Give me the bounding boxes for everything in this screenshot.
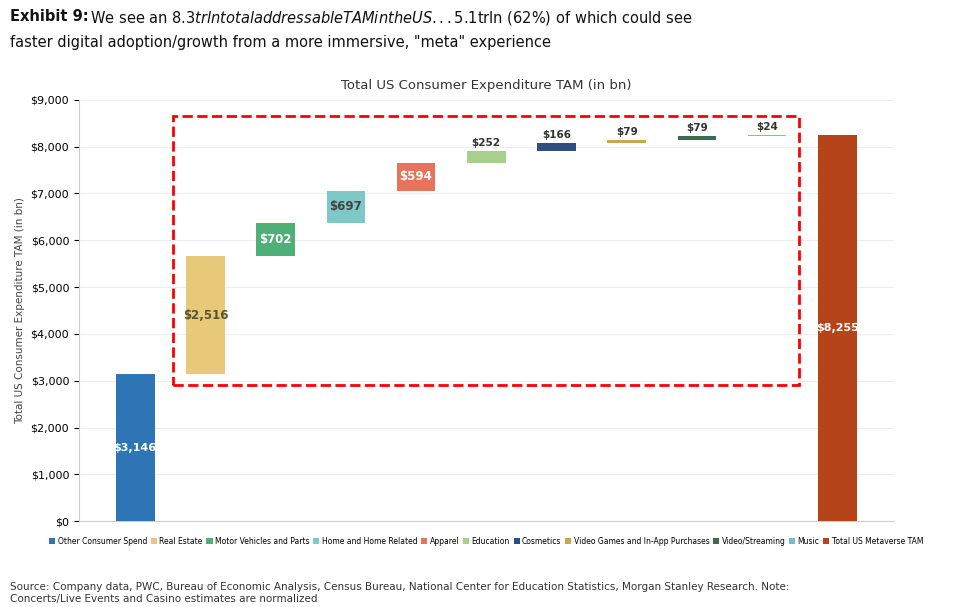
- Text: $3,146: $3,146: [114, 443, 156, 453]
- Text: We see an $8.3trln total addressable TAM in the US...$5.1trln (62%) of which cou: We see an $8.3trln total addressable TAM…: [81, 9, 692, 27]
- Text: $2,516: $2,516: [183, 308, 228, 322]
- Text: Source: Company data, PWC, Bureau of Economic Analysis, Census Bureau, National : Source: Company data, PWC, Bureau of Eco…: [10, 582, 789, 604]
- Bar: [116, 374, 155, 521]
- Bar: [173, 116, 799, 385]
- Text: $8,255: $8,255: [816, 323, 858, 333]
- Text: $697: $697: [330, 200, 363, 214]
- Text: $79: $79: [616, 127, 638, 137]
- Bar: [677, 136, 716, 140]
- Bar: [818, 135, 856, 521]
- Text: $166: $166: [542, 131, 571, 140]
- Text: faster digital adoption/growth from a more immersive, "meta" experience: faster digital adoption/growth from a mo…: [10, 35, 551, 50]
- Y-axis label: Total US Consumer Expenditure TAM (in bn): Total US Consumer Expenditure TAM (in bn…: [15, 197, 25, 424]
- Bar: [608, 140, 646, 143]
- Bar: [747, 135, 786, 136]
- Bar: [538, 143, 575, 151]
- Text: $594: $594: [399, 170, 433, 183]
- Bar: [186, 256, 225, 374]
- Text: Exhibit 9:: Exhibit 9:: [10, 9, 88, 24]
- Text: $24: $24: [756, 122, 778, 132]
- Legend: Other Consumer Spend, Real Estate, Motor Vehicles and Parts, Home and Home Relat: Other Consumer Spend, Real Estate, Motor…: [47, 534, 926, 549]
- Bar: [257, 223, 295, 256]
- Bar: [327, 191, 365, 223]
- Text: $252: $252: [471, 138, 501, 148]
- Text: $702: $702: [260, 233, 292, 246]
- Text: $79: $79: [686, 123, 708, 133]
- Title: Total US Consumer Expenditure TAM (in bn): Total US Consumer Expenditure TAM (in bn…: [341, 79, 632, 92]
- Bar: [397, 163, 435, 191]
- Bar: [467, 151, 505, 163]
